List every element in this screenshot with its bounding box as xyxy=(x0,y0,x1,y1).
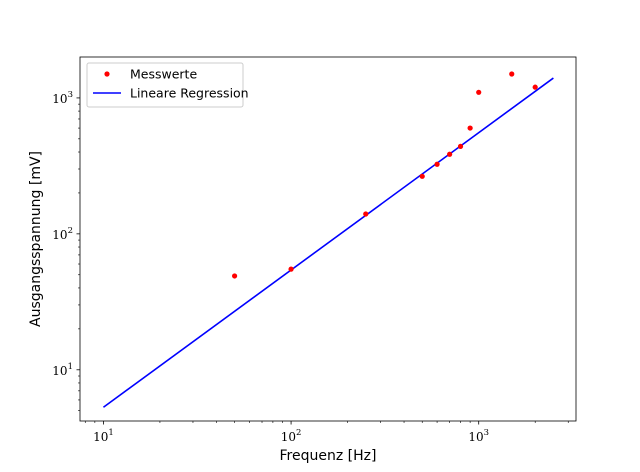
y-tick-label: 101 xyxy=(52,362,73,378)
x-axis-label: Frequenz [Hz] xyxy=(280,448,377,464)
data-point xyxy=(447,151,453,157)
y-axis-label: Ausgangsspannung [mV] xyxy=(28,151,44,327)
data-point xyxy=(434,161,440,167)
data-point xyxy=(231,273,238,279)
data-point xyxy=(363,211,369,217)
y-tick-label: 103 xyxy=(52,90,73,106)
y-tick-label: 102 xyxy=(52,226,73,242)
x-tick-label: 101 xyxy=(93,428,114,444)
legend-label-messwerte: Messwerte xyxy=(130,67,197,82)
data-point xyxy=(476,89,482,95)
x-tick-label: 102 xyxy=(281,428,302,444)
major-ticks: 101 102 103 101 102 103 xyxy=(52,90,489,444)
legend: Messwerte Lineare Regression xyxy=(86,62,249,108)
x-tick-label: 103 xyxy=(468,428,489,444)
data-point xyxy=(467,125,473,131)
data-point xyxy=(532,84,538,90)
plot-area xyxy=(102,71,554,408)
data-point xyxy=(419,173,425,179)
plot-frame xyxy=(79,56,577,422)
data-point xyxy=(288,266,294,272)
regression-line xyxy=(102,77,554,408)
data-point xyxy=(457,143,464,149)
minor-ticks xyxy=(78,103,569,423)
data-point xyxy=(509,71,515,77)
legend-box xyxy=(86,62,244,108)
legend-marker-messwerte xyxy=(104,71,110,77)
legend-label-regression: Lineare Regression xyxy=(130,86,249,101)
